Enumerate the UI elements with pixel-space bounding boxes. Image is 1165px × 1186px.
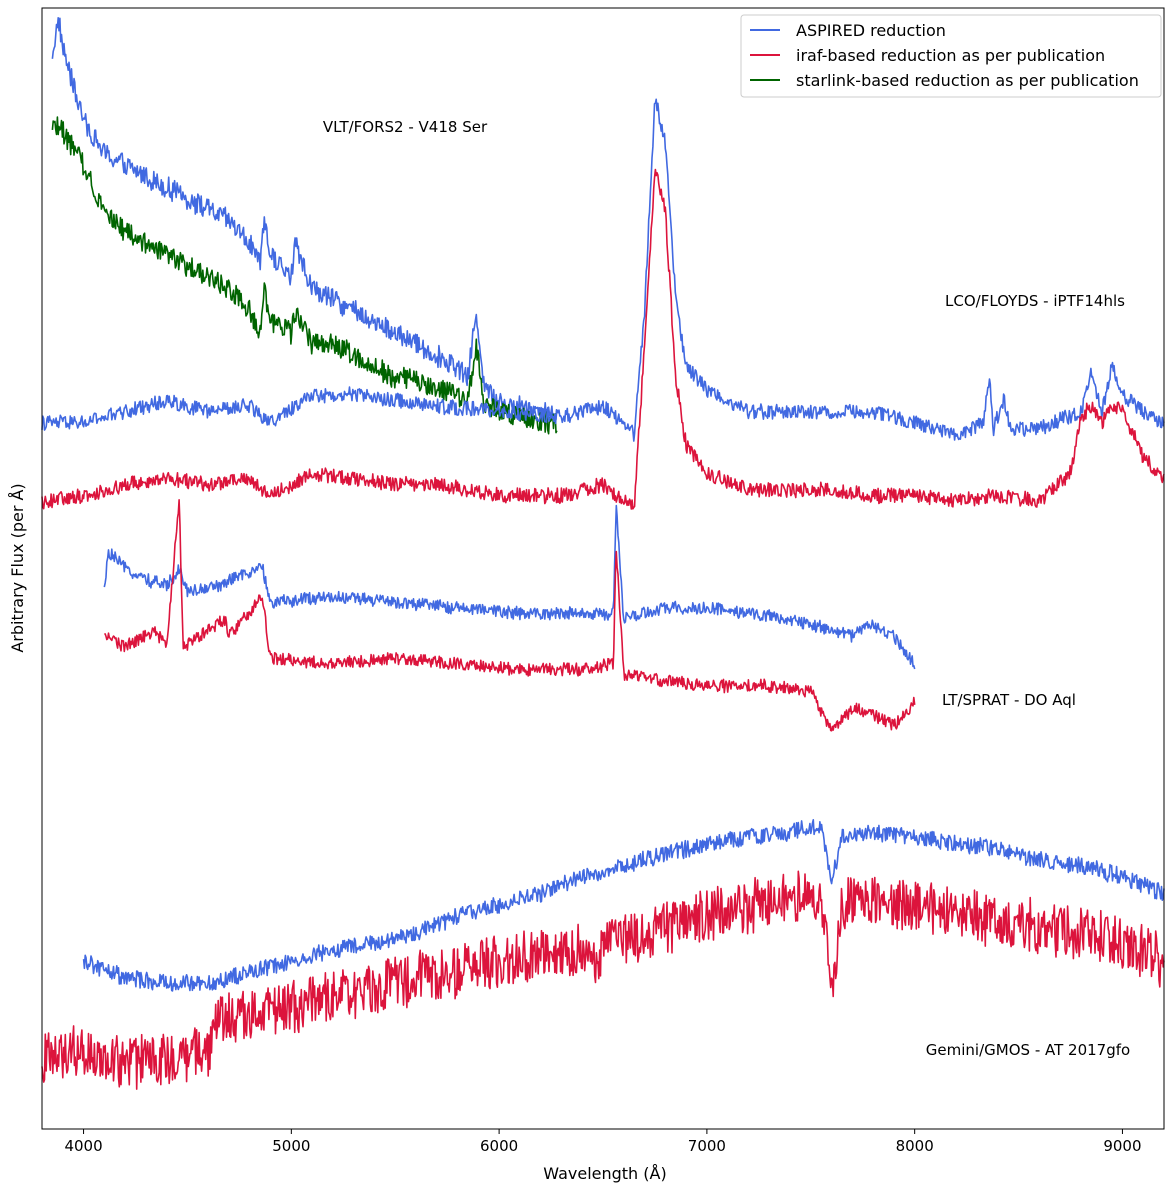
- x-tick-label-6000: 6000: [480, 1137, 518, 1155]
- x-axis-label: Wavelength (Å): [543, 1164, 666, 1183]
- panel-labels: VLT/FORS2 - V418 Ser LCO/FLOYDS - iPTF14h…: [323, 118, 1130, 1059]
- panel-label-vlt-fors2-v418-ser: VLT/FORS2 - V418 Ser: [323, 118, 488, 136]
- panel-label-lco-floyds-iptf14hls: LCO/FLOYDS - iPTF14hls: [945, 292, 1125, 310]
- panel-label-gemini-gmos-at-2017gfo: Gemini/GMOS - AT 2017gfo: [926, 1041, 1130, 1059]
- y-axis-label: Arbitrary Flux (per Å): [8, 483, 27, 652]
- panel-label-lt-sprat-do-aql: LT/SPRAT - DO Aql: [942, 691, 1076, 709]
- series-lt-sprat-do-aql-aspired-reduction: [103, 504, 916, 670]
- series-lco-floyds-iptf14hls-aspired-reduction: [41, 98, 1165, 442]
- x-tick-label-4000: 4000: [64, 1137, 102, 1155]
- series-vlt-fors2-v418-ser-aspired-reduction: [51, 17, 558, 423]
- legend-box: [740, 14, 1162, 98]
- legend-label-aspired: ASPIRED reduction: [796, 21, 946, 40]
- x-tick-label-5000: 5000: [272, 1137, 310, 1155]
- x-axis-ticks: 4000 5000 6000 7000 8000 9000: [64, 1129, 1142, 1155]
- plot-area-frame: [41, 7, 1165, 1130]
- series-lt-sprat-do-aql-iraf-based-reduction-as-per-publication: [104, 499, 916, 732]
- series-gemini-gmos-at-2017gfo-iraf-based-reduction-as-per-publication: [41, 870, 1165, 1090]
- series-vlt-fors2-v418-ser-starlink-based-reduction-as-per-publication: [51, 116, 558, 435]
- series-gemini-gmos-at-2017gfo-aspired-reduction: [82, 819, 1165, 992]
- x-tick-label-9000: 9000: [1103, 1137, 1141, 1155]
- legend-label-iraf: iraf-based reduction as per publication: [796, 46, 1105, 65]
- x-tick-label-7000: 7000: [688, 1137, 726, 1155]
- x-tick-label-8000: 8000: [896, 1137, 934, 1155]
- legend-label-starlink: starlink-based reduction as per publicat…: [796, 71, 1139, 90]
- series-lco-floyds-iptf14hls-iraf-based-reduction-as-per-publication: [41, 168, 1165, 510]
- series-layer: [41, 17, 1165, 1090]
- legend: ASPIRED reduction iraf-based reduction a…: [740, 14, 1162, 98]
